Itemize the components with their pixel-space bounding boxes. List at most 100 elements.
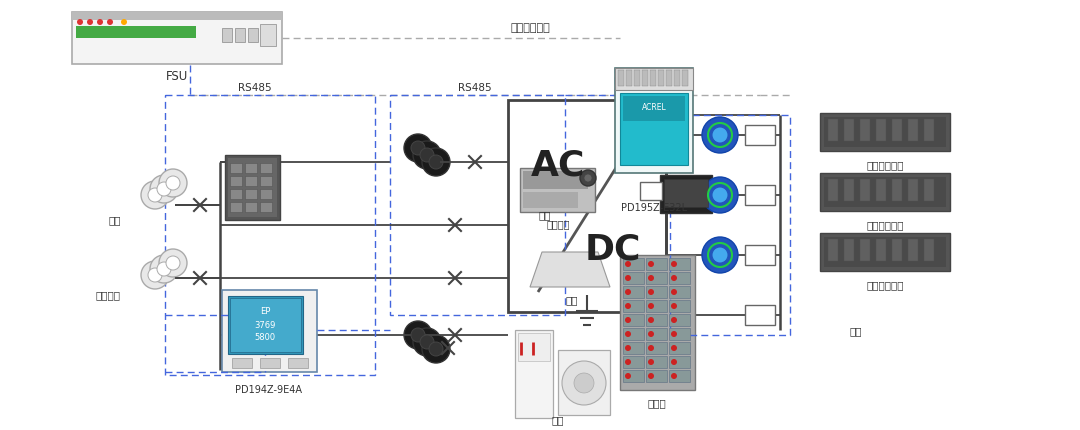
Bar [669, 272, 690, 284]
Circle shape [702, 177, 738, 213]
Circle shape [150, 255, 178, 283]
Text: 空调: 空调 [552, 415, 564, 425]
Bar [745, 125, 775, 145]
Circle shape [141, 261, 168, 289]
Circle shape [150, 175, 178, 203]
Bar [261, 28, 271, 42]
Bar [876, 119, 886, 141]
Bar [824, 177, 946, 207]
Bar [666, 70, 672, 86]
Bar [228, 158, 276, 217]
Bar [669, 370, 690, 382]
Bar [515, 330, 553, 418]
Bar [235, 28, 245, 42]
Bar [245, 176, 257, 186]
Text: DC: DC [584, 233, 642, 267]
Bar [924, 179, 934, 201]
Bar [745, 185, 775, 205]
Text: FSU: FSU [166, 70, 188, 83]
Bar [508, 100, 666, 312]
Text: RS485: RS485 [458, 83, 491, 93]
Circle shape [166, 176, 180, 190]
Bar [519, 168, 595, 212]
Bar [623, 286, 644, 298]
Circle shape [625, 275, 631, 281]
Circle shape [671, 261, 677, 267]
Circle shape [648, 359, 654, 365]
Bar [646, 300, 667, 312]
Text: 照明: 照明 [566, 295, 578, 305]
Bar [615, 68, 693, 173]
Bar [843, 239, 854, 261]
Text: EP: EP [260, 307, 270, 316]
Bar [626, 70, 632, 86]
Circle shape [671, 331, 677, 337]
Bar [892, 119, 902, 141]
Text: 移动油机: 移动油机 [95, 290, 121, 300]
Circle shape [648, 317, 654, 323]
Circle shape [413, 141, 441, 169]
Bar [230, 202, 242, 212]
Bar [288, 358, 308, 368]
Bar [623, 328, 644, 340]
Bar [681, 70, 688, 86]
Circle shape [702, 117, 738, 153]
Text: 运维监控平台: 运维监控平台 [510, 23, 550, 33]
Text: ACREL: ACREL [642, 104, 666, 113]
Bar [623, 272, 644, 284]
Bar [908, 179, 918, 201]
Circle shape [671, 275, 677, 281]
Circle shape [411, 328, 426, 342]
Circle shape [157, 182, 171, 196]
Bar [623, 314, 644, 326]
Text: 蓄电池: 蓄电池 [648, 398, 666, 408]
Circle shape [580, 170, 596, 186]
Circle shape [625, 331, 631, 337]
Bar [828, 239, 838, 261]
Bar [623, 258, 644, 270]
Bar [245, 202, 257, 212]
Bar [824, 117, 946, 147]
Circle shape [157, 262, 171, 276]
Bar [260, 24, 276, 46]
Bar [230, 189, 242, 199]
Bar [669, 342, 690, 354]
Bar [230, 176, 242, 186]
Circle shape [141, 181, 168, 209]
Bar [248, 28, 258, 42]
Bar [634, 70, 640, 86]
Text: 3769: 3769 [254, 322, 275, 331]
Text: PD195Z-E32L: PD195Z-E32L [621, 203, 687, 213]
Circle shape [648, 289, 654, 295]
Circle shape [625, 345, 631, 351]
Bar [876, 239, 886, 261]
Bar [646, 342, 667, 354]
Bar [669, 314, 690, 326]
Circle shape [562, 361, 606, 405]
Bar [669, 356, 690, 368]
Bar [646, 258, 667, 270]
Bar [828, 179, 838, 201]
Text: RS485: RS485 [239, 83, 272, 93]
Circle shape [121, 19, 127, 25]
Bar [669, 258, 690, 270]
Circle shape [648, 303, 654, 309]
Circle shape [712, 127, 728, 143]
Bar [260, 189, 272, 199]
Bar [674, 70, 680, 86]
Circle shape [648, 261, 654, 267]
Bar [660, 175, 712, 213]
Circle shape [107, 19, 113, 25]
Bar [908, 119, 918, 141]
Bar [646, 286, 667, 298]
Circle shape [625, 359, 631, 365]
Bar [745, 245, 775, 265]
Circle shape [159, 249, 187, 277]
Circle shape [712, 187, 728, 203]
Circle shape [429, 155, 443, 169]
Bar [623, 356, 644, 368]
Bar [820, 233, 950, 271]
Circle shape [671, 289, 677, 295]
Bar [623, 300, 644, 312]
Circle shape [625, 289, 631, 295]
